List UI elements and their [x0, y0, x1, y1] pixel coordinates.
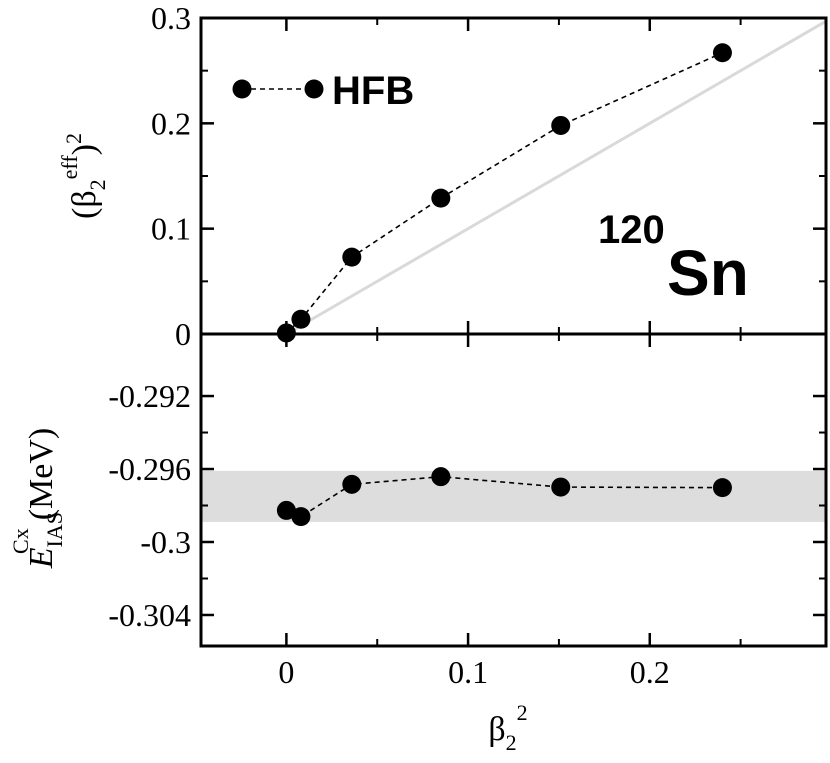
svg-text:EIASCx(MeV): EIAS Cx (MeV)	[8, 428, 67, 569]
top-y-tick-labels: 0 0.1 0.2 0.3	[151, 0, 191, 352]
bottom-y-tick-label: -0.3	[140, 524, 191, 560]
legend-marker-right	[304, 79, 324, 99]
top-y-tick-label: 0.3	[151, 0, 191, 36]
top-y-tick-label: 0	[175, 316, 191, 352]
xlabel-base: β	[488, 711, 505, 748]
nucleus-annotation: 120 Sn	[598, 208, 749, 309]
bottom-ylabel-unit: (MeV)	[23, 428, 60, 521]
top-data-point	[712, 43, 732, 63]
bottom-data-point	[342, 474, 362, 494]
bottom-ylabel-sup: Cx	[8, 528, 33, 554]
top-ylabel-sub: 2	[85, 179, 110, 190]
legend: HFB	[232, 69, 414, 113]
top-ylabel-close: )	[66, 144, 103, 155]
bottom-y-tick-label: -0.296	[108, 451, 191, 487]
top-data-point	[431, 188, 451, 208]
bottom-ylabel-base: E	[23, 547, 60, 569]
x-axis-label: β22	[488, 700, 527, 755]
bottom-data-point	[276, 500, 296, 520]
bottom-plot-area	[201, 467, 826, 527]
top-y-tick-label: 0.2	[151, 105, 191, 141]
mass-number: 120	[598, 208, 665, 252]
xlabel-sup: 2	[517, 700, 528, 725]
xlabel-sub: 2	[506, 730, 517, 755]
bottom-ylabel-sub: IAS	[42, 512, 67, 547]
top-plot-area	[276, 19, 827, 343]
element-symbol: Sn	[667, 237, 749, 309]
x-tick-labels: 0 0.1 0.2	[278, 654, 669, 690]
x-tick-label: 0	[278, 654, 294, 690]
top-ylabel-open: (β	[66, 190, 103, 219]
top-data-point	[291, 309, 311, 329]
legend-marker-left	[232, 79, 252, 99]
svg-text:β22: β22	[488, 700, 527, 755]
bottom-panel-frame	[199, 332, 828, 648]
x-tick-label: 0.2	[630, 654, 670, 690]
top-y-tick-label: 0.1	[151, 211, 191, 247]
bottom-y-tick-label: -0.292	[108, 378, 191, 414]
svg-text:(β2eff)2: (β2eff)2	[57, 133, 110, 219]
top-series-line	[285, 52, 723, 334]
bottom-data-point	[551, 477, 571, 497]
top-ylabel-sup-eff: eff	[57, 155, 82, 180]
bottom-data-point	[712, 478, 732, 498]
x-tick-label: 0.1	[448, 654, 488, 690]
bottom-data-point	[431, 467, 451, 487]
bottom-panel: -0.292 -0.296 -0.3 -0.304 0 0.1 0.2 EIAS Cx (Me…	[8, 332, 828, 755]
bottom-y-tick-label: -0.304	[108, 597, 191, 633]
top-y-axis-label: (β2eff)2	[57, 133, 110, 219]
legend-label: HFB	[332, 69, 414, 113]
top-ylabel-sup-2: 2	[61, 133, 86, 144]
top-data-point	[551, 115, 571, 135]
bottom-y-axis-label: EIAS Cx (MeV)	[8, 428, 67, 569]
bottom-data-point	[291, 507, 311, 527]
top-data-point	[342, 247, 362, 267]
diagonal-reference-line	[285, 19, 827, 336]
bottom-y-tick-labels: -0.292 -0.296 -0.3 -0.304	[108, 378, 191, 633]
top-panel: 00.10.20.3 (β2eff)2 HFB 120 Sn	[57, 0, 828, 352]
bottom-axis-ticks	[201, 334, 826, 646]
